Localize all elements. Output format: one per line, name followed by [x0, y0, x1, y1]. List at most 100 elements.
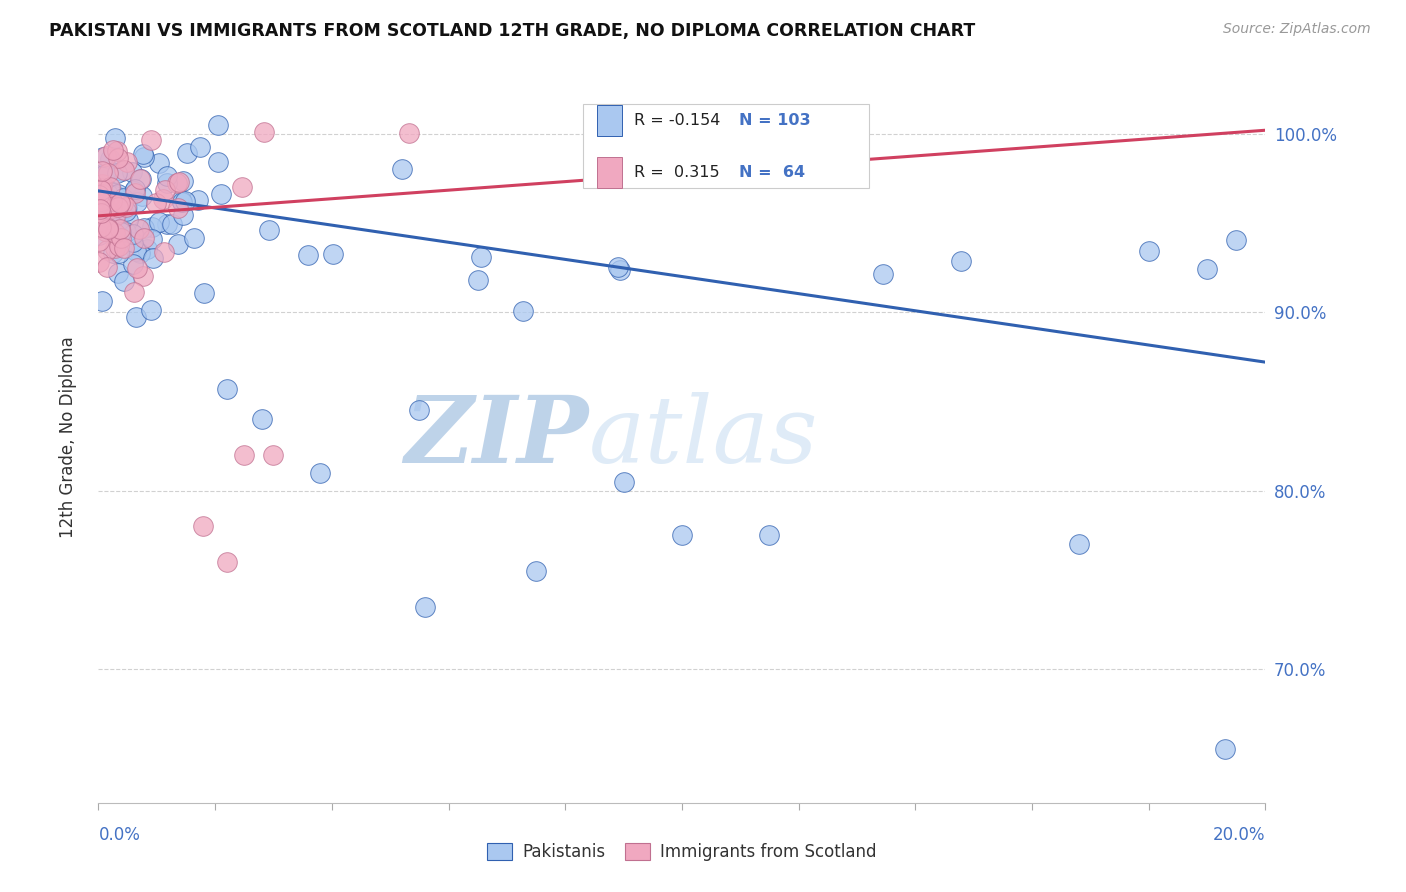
- Text: ZIP: ZIP: [405, 392, 589, 482]
- Point: [94, 149, 117, 163]
- Point: [105, 165, 128, 179]
- Point: [512, 304, 534, 318]
- Point: [128, 172, 150, 186]
- Point: [207, 118, 229, 132]
- Point: [121, 235, 143, 249]
- Point: [101, 224, 124, 238]
- Text: 20.0%: 20.0%: [1213, 826, 1265, 844]
- Point: [103, 209, 125, 223]
- Point: [1225, 233, 1247, 247]
- Point: [132, 268, 155, 283]
- Point: [612, 475, 634, 489]
- Point: [872, 268, 894, 282]
- Point: [90, 194, 112, 208]
- Point: [125, 244, 148, 259]
- FancyBboxPatch shape: [596, 157, 623, 187]
- Point: [110, 230, 132, 244]
- Point: [107, 239, 129, 253]
- Point: [1213, 742, 1236, 756]
- Point: [90, 219, 112, 234]
- Point: [141, 232, 163, 246]
- Point: [207, 155, 229, 169]
- Point: [98, 152, 121, 166]
- Point: [253, 125, 276, 139]
- Point: [124, 186, 146, 200]
- FancyBboxPatch shape: [582, 104, 869, 188]
- Point: [105, 145, 128, 159]
- Point: [122, 285, 145, 299]
- Point: [309, 466, 332, 480]
- Y-axis label: 12th Grade, No Diploma: 12th Grade, No Diploma: [59, 336, 77, 538]
- Point: [250, 412, 273, 426]
- Point: [89, 234, 111, 248]
- Point: [145, 195, 167, 210]
- Point: [148, 156, 170, 170]
- Point: [112, 162, 135, 177]
- Text: N =  64: N = 64: [740, 165, 806, 180]
- Point: [156, 217, 179, 231]
- Point: [91, 197, 114, 211]
- Point: [110, 163, 132, 178]
- Point: [91, 186, 114, 201]
- Point: [166, 236, 188, 251]
- Point: [96, 260, 118, 275]
- Point: [91, 177, 114, 191]
- Point: [112, 191, 135, 205]
- Point: [94, 224, 117, 238]
- Point: [125, 310, 148, 324]
- Point: [398, 126, 420, 140]
- Point: [91, 214, 114, 228]
- Point: [131, 189, 153, 203]
- Point: [91, 181, 114, 195]
- Text: R = -0.154: R = -0.154: [634, 113, 720, 128]
- Point: [408, 403, 430, 417]
- Point: [152, 193, 174, 207]
- Point: [110, 206, 132, 220]
- Point: [90, 206, 112, 220]
- Text: PAKISTANI VS IMMIGRANTS FROM SCOTLAND 12TH GRADE, NO DIPLOMA CORRELATION CHART: PAKISTANI VS IMMIGRANTS FROM SCOTLAND 12…: [49, 22, 976, 40]
- FancyBboxPatch shape: [596, 105, 623, 136]
- Point: [169, 175, 191, 189]
- Point: [134, 151, 156, 165]
- Point: [98, 205, 121, 219]
- Point: [172, 195, 194, 210]
- Point: [108, 222, 131, 236]
- Point: [107, 152, 129, 166]
- Point: [129, 245, 152, 260]
- Point: [190, 140, 212, 154]
- Point: [183, 231, 205, 245]
- Point: [96, 243, 118, 257]
- Text: 0.0%: 0.0%: [98, 826, 141, 844]
- Point: [108, 196, 131, 211]
- Point: [100, 201, 122, 215]
- Point: [97, 222, 120, 236]
- Point: [257, 222, 280, 236]
- Point: [156, 169, 179, 183]
- Point: [91, 187, 114, 202]
- Point: [1195, 262, 1218, 277]
- Point: [87, 187, 110, 202]
- Point: [115, 194, 138, 209]
- Text: R =  0.315: R = 0.315: [634, 165, 720, 180]
- Text: N = 103: N = 103: [740, 113, 811, 128]
- Legend: Pakistanis, Immigrants from Scotland: Pakistanis, Immigrants from Scotland: [481, 836, 883, 868]
- Point: [98, 180, 121, 194]
- Point: [231, 180, 253, 194]
- Point: [148, 215, 170, 229]
- Point: [172, 174, 194, 188]
- Point: [215, 555, 238, 569]
- Point: [153, 183, 176, 197]
- Point: [101, 186, 124, 201]
- Point: [87, 187, 110, 202]
- Point: [94, 200, 117, 214]
- Point: [169, 193, 191, 207]
- Point: [90, 220, 112, 235]
- Point: [141, 303, 163, 318]
- Point: [104, 241, 127, 255]
- Point: [101, 143, 124, 157]
- Point: [94, 222, 117, 236]
- Point: [117, 213, 139, 227]
- Point: [193, 519, 215, 533]
- Point: [129, 172, 152, 186]
- Point: [91, 294, 114, 309]
